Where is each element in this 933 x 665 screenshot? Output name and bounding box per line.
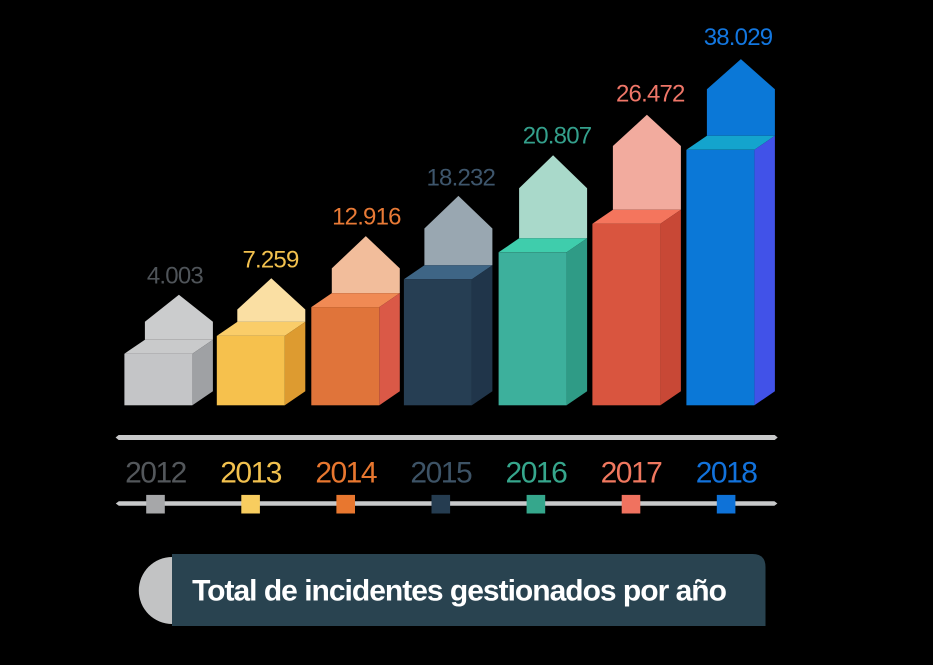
svg-text:38.029: 38.029 xyxy=(704,24,773,51)
svg-text:18.232: 18.232 xyxy=(426,165,495,192)
svg-text:7.259: 7.259 xyxy=(242,246,299,273)
svg-text:2016: 2016 xyxy=(506,457,568,490)
svg-text:2017: 2017 xyxy=(601,457,663,490)
svg-text:2013: 2013 xyxy=(220,457,282,490)
svg-text:2012: 2012 xyxy=(125,457,187,490)
svg-text:2015: 2015 xyxy=(410,457,472,490)
svg-text:4.003: 4.003 xyxy=(147,262,204,289)
svg-text:Total de incidentes gestionado: Total de incidentes gestionados por año xyxy=(192,575,727,608)
svg-text:2018: 2018 xyxy=(696,457,758,490)
svg-text:20.807: 20.807 xyxy=(523,123,592,150)
svg-text:26.472: 26.472 xyxy=(616,81,685,108)
svg-text:12.916: 12.916 xyxy=(332,203,401,230)
svg-text:2014: 2014 xyxy=(315,457,377,490)
